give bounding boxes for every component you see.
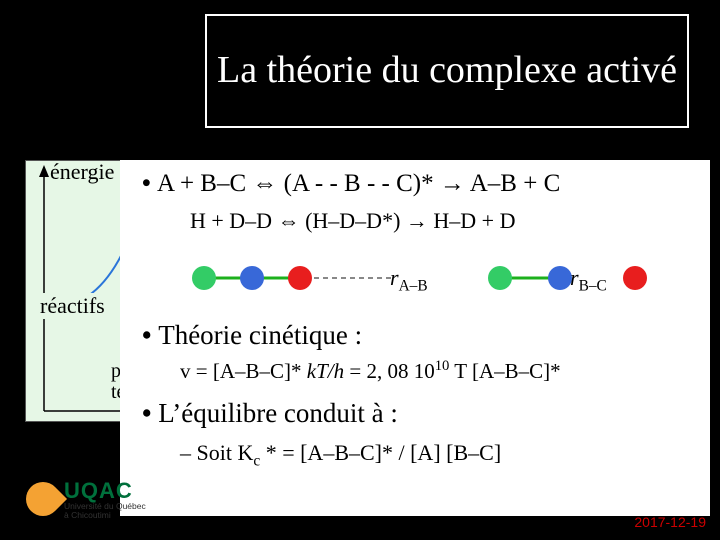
atom-c-right [623,266,647,290]
velocity-exp: 10 [435,358,450,374]
equation-1: A + B–C ⇔ (A - - B - - C)* → A–B + C [142,170,560,198]
logo-leaf-icon [19,475,67,523]
title-box: La théorie du complexe activé [205,14,689,128]
eq1-mid: (A - - B - - C)* [284,170,440,197]
eq1-right-arrow: → [440,170,465,197]
eq2-double-arrow: ⇔ [278,208,300,233]
atom-b-right [548,266,572,290]
rAB-label: rA–B [390,265,428,295]
rBC-r: r [570,265,579,290]
date-stamp: 2017-12-19 [634,514,706,530]
y-axis-arrow [39,165,49,177]
atom-c-left [288,266,312,290]
eq2-lhs: H + D–D [190,208,278,233]
uqac-logo: UQAC Université du Québec à Chicoutimi [20,478,150,530]
rBC-sub: B–C [579,277,607,294]
rAB-r: r [390,265,399,290]
logo-subtitle: Université du Québec à Chicoutimi [64,502,146,521]
velocity-equation: v = [A–B–C]* kT/h = 2, 08 1010 T [A–B–C]… [180,358,561,384]
equilibrium-heading: L’équilibre conduit à : [142,398,398,429]
velocity-rhs: T [A–B–C]* [454,359,560,383]
eq1-lhs: A + B–C [157,170,252,197]
velocity-eq: = 2, 08 10 [349,359,434,383]
eq1-double-arrow: ⇔ [252,170,277,197]
kinetic-heading: Théorie cinétique : [142,320,362,351]
eq2-right-arrow: → [406,208,428,233]
atom-b-left [240,266,264,290]
content-panel: A + B–C ⇔ (A - - B - - C)* → A–B + C H +… [120,160,710,516]
atom-a-left [192,266,216,290]
rAB-sub: A–B [399,277,428,294]
velocity-kTh: kT/h [307,359,344,383]
soit-kc-sub: c [253,452,260,469]
soit-label: Soit K [197,440,254,465]
equation-2: H + D–D ⇔ (H–D–D*) → H–D + D [190,208,515,234]
molecule-diagram: rA–B rB–C [180,253,650,303]
logo-sub-2: à Chicoutimi [64,511,146,520]
soit-line: Soit Kc * = [A–B–C]* / [A] [B–C] [180,440,501,470]
atom-a-right [488,266,512,290]
eq2-rhs: H–D + D [433,208,515,233]
rBC-label: rB–C [570,265,607,295]
eq1-rhs: A–B + C [470,170,561,197]
energy-axis-label: énergie [50,159,114,185]
eq2-mid: (H–D–D*) [305,208,406,233]
slide-title: La théorie du complexe activé [217,50,677,92]
velocity-lhs: v = [A–B–C]* [180,359,307,383]
soit-rest: * = [A–B–C]* / [A] [B–C] [266,440,501,465]
reactifs-label: réactifs [36,293,109,319]
